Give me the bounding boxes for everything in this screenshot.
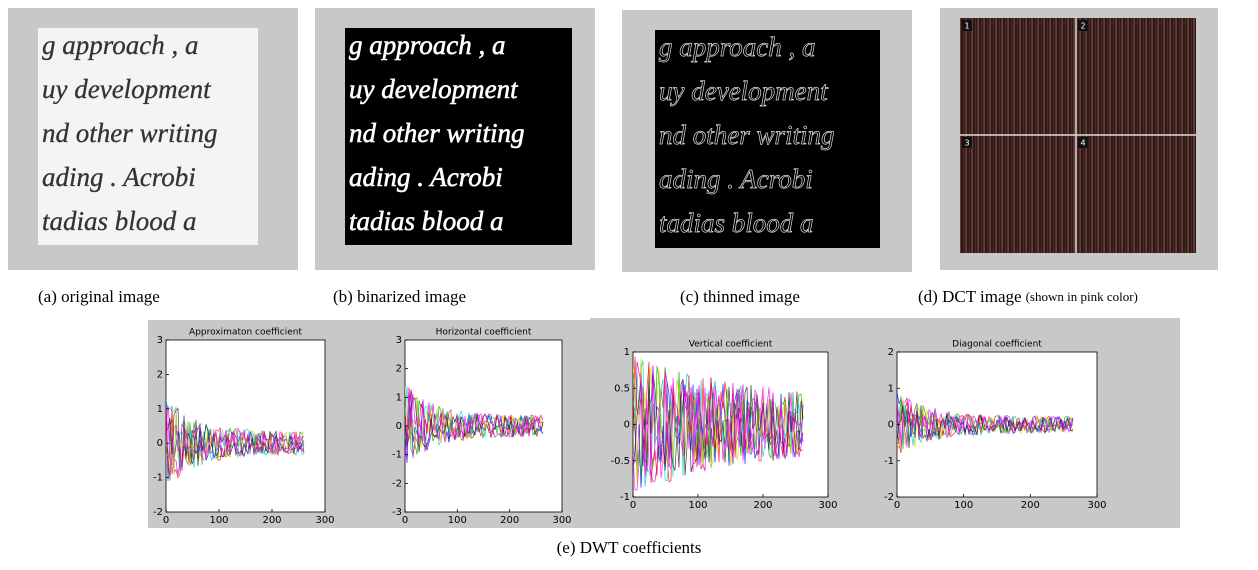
y-tick-label: 1 <box>396 392 402 403</box>
handwriting-line: ading . Acrobi <box>42 162 196 192</box>
handwriting-line: tadias blood a <box>659 208 814 238</box>
y-tick-label: 0.5 <box>614 383 630 394</box>
image-caption: (b) binarized image <box>333 287 466 306</box>
handwriting-line: nd other writing <box>349 118 525 148</box>
y-tick-label: -1 <box>392 450 402 461</box>
caption-note: (shown in pink color) <box>1026 289 1138 304</box>
quadrant-label: 3 <box>964 139 969 148</box>
caption-text: (d) DCT image <box>918 287 1022 306</box>
handwriting-line: nd other writing <box>42 118 218 148</box>
handwriting-line: uy development <box>659 76 829 106</box>
plot-title: Approximaton coefficient <box>189 328 302 338</box>
y-tick-label: 1 <box>888 383 894 394</box>
x-tick-label: 200 <box>262 515 281 526</box>
handwriting-line: uy development <box>349 74 519 104</box>
x-tick-label: 300 <box>1087 500 1106 511</box>
y-tick-label: -1 <box>153 473 163 484</box>
y-tick-label: 0 <box>396 421 402 432</box>
handwriting-line: g approach , a <box>42 30 199 60</box>
handwriting-line: tadias blood a <box>42 206 197 236</box>
y-tick-label: -2 <box>884 492 894 503</box>
y-tick-label: 3 <box>157 335 163 346</box>
x-tick-label: 100 <box>448 515 467 526</box>
plot-title: Horizontal coefficient <box>436 328 532 338</box>
x-tick-label: 0 <box>630 500 636 511</box>
y-tick-label: -2 <box>153 507 163 518</box>
y-tick-label: -3 <box>392 507 402 518</box>
y-tick-label: 1 <box>624 347 630 358</box>
y-tick-label: -1 <box>884 456 894 467</box>
plot-title: Diagonal coefficient <box>952 340 1042 350</box>
x-tick-label: 300 <box>552 515 571 526</box>
handwriting-line: ading . Acrobi <box>349 162 503 192</box>
x-tick-label: 100 <box>688 500 707 511</box>
handwriting-line: tadias blood a <box>349 206 504 236</box>
quadrant-label: 4 <box>1080 139 1085 148</box>
handwriting-line: g approach , a <box>659 32 816 62</box>
x-tick-label: 300 <box>818 500 837 511</box>
y-tick-label: 2 <box>888 347 894 358</box>
x-tick-label: 100 <box>209 515 228 526</box>
handwriting-line: g approach , a <box>349 30 506 60</box>
y-tick-label: 0 <box>157 438 163 449</box>
x-tick-label: 0 <box>894 500 900 511</box>
x-tick-label: 0 <box>163 515 169 526</box>
quadrant-label: 1 <box>964 22 969 31</box>
x-tick-label: 200 <box>753 500 772 511</box>
y-tick-label: 3 <box>396 335 402 346</box>
y-tick-label: 2 <box>157 369 163 380</box>
y-tick-label: 0 <box>888 420 894 431</box>
caption-text: (c) thinned image <box>680 287 800 306</box>
image-caption: (a) original image <box>38 287 160 306</box>
x-tick-label: 300 <box>315 515 334 526</box>
figure-caption: (e) DWT coefficients <box>557 538 702 557</box>
y-tick-label: 1 <box>157 404 163 415</box>
x-tick-label: 100 <box>954 500 973 511</box>
handwriting-line: ading . Acrobi <box>659 164 813 194</box>
y-tick-label: -0.5 <box>610 456 630 467</box>
image-caption: (d) DCT image (shown in pink color) <box>918 287 1138 306</box>
y-tick-label: -1 <box>620 492 630 503</box>
y-tick-label: 0 <box>624 420 630 431</box>
handwriting-line: nd other writing <box>659 120 835 150</box>
x-tick-label: 200 <box>500 515 519 526</box>
caption-text: (b) binarized image <box>333 287 466 306</box>
quadrant-label: 2 <box>1080 22 1085 31</box>
plot-title: Vertical coefficient <box>689 340 773 350</box>
y-tick-label: -2 <box>392 478 402 489</box>
caption-text: (a) original image <box>38 287 160 306</box>
x-tick-label: 200 <box>1021 500 1040 511</box>
figure: g approach , a uy development nd other wri… <box>0 0 1258 570</box>
handwriting-line: uy development <box>42 74 212 104</box>
image-caption: (c) thinned image <box>680 287 800 306</box>
x-tick-label: 0 <box>402 515 408 526</box>
figure-canvas: g approach , a uy development nd other wri… <box>0 0 1258 570</box>
y-tick-label: 2 <box>396 364 402 375</box>
